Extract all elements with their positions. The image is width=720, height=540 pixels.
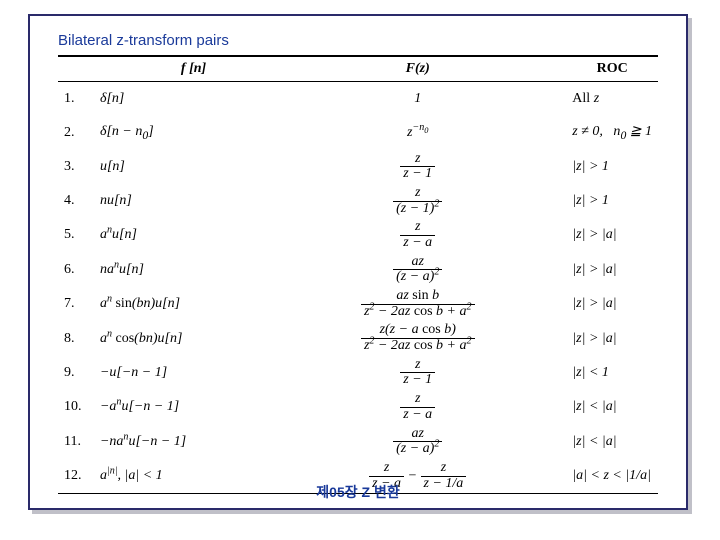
col-roc: ROC (542, 56, 658, 82)
col-Fz: F(z) (293, 56, 542, 82)
row-index: 4. (58, 184, 94, 218)
cell-fn: nu[n] (94, 184, 293, 218)
row-index: 11. (58, 425, 94, 459)
transform-table: f [n] F(z) ROC 1.δ[n]1All z2.δ[n − n0]z−… (58, 55, 658, 494)
table-row: 6.nanu[n]az(z − a)2|z| > |a| (58, 253, 658, 287)
row-index: 3. (58, 150, 94, 184)
cell-fn: u[n] (94, 150, 293, 184)
slide-frame: Bilateral z-transform pairs f [n] F(z) R… (28, 14, 688, 510)
row-index: 6. (58, 253, 94, 287)
cell-roc: |z| > |a| (542, 321, 658, 355)
cell-fn: an cos(bn)u[n] (94, 321, 293, 355)
row-index: 9. (58, 356, 94, 390)
cell-roc: |z| > 1 (542, 150, 658, 184)
cell-roc: |z| > |a| (542, 287, 658, 321)
cell-Fz: az(z − a)2 (293, 253, 542, 287)
slide-title: Bilateral z-transform pairs (58, 32, 658, 49)
cell-Fz: z−n0 (293, 116, 542, 150)
row-index: 8. (58, 321, 94, 355)
cell-fn: nanu[n] (94, 253, 293, 287)
cell-fn: δ[n] (94, 82, 293, 116)
cell-roc: |z| < 1 (542, 356, 658, 390)
cell-Fz: az sin bz2 − 2az cos b + a2 (293, 287, 542, 321)
row-index: 5. (58, 218, 94, 252)
cell-fn: −u[−n − 1] (94, 356, 293, 390)
row-index: 1. (58, 82, 94, 116)
table-row: 9.−u[−n − 1]zz − 1|z| < 1 (58, 356, 658, 390)
row-index: 7. (58, 287, 94, 321)
cell-Fz: z(z − 1)2 (293, 184, 542, 218)
cell-fn: −nanu[−n − 1] (94, 425, 293, 459)
cell-roc: |z| < |a| (542, 390, 658, 424)
cell-roc: |z| > 1 (542, 184, 658, 218)
cell-Fz: 1 (293, 82, 542, 116)
cell-roc: z ≠ 0, n0 ≧ 1 (542, 116, 658, 150)
cell-Fz: zz − 1 (293, 150, 542, 184)
cell-Fz: zz − a (293, 390, 542, 424)
cell-fn: anu[n] (94, 218, 293, 252)
cell-roc: All z (542, 82, 658, 116)
cell-Fz: az(z − a)2 (293, 425, 542, 459)
cell-roc: |z| < |a| (542, 425, 658, 459)
table-row: 2.δ[n − n0]z−n0z ≠ 0, n0 ≧ 1 (58, 116, 658, 150)
table-header-row: f [n] F(z) ROC (58, 56, 658, 82)
cell-fn: −anu[−n − 1] (94, 390, 293, 424)
cell-Fz: zz − a (293, 218, 542, 252)
cell-roc: |z| > |a| (542, 218, 658, 252)
table-row: 1.δ[n]1All z (58, 82, 658, 116)
table-row: 11.−nanu[−n − 1]az(z − a)2|z| < |a| (58, 425, 658, 459)
row-index: 2. (58, 116, 94, 150)
col-fn: f [n] (94, 56, 293, 82)
table-row: 4.nu[n]z(z − 1)2|z| > 1 (58, 184, 658, 218)
table-row: 3.u[n]zz − 1|z| > 1 (58, 150, 658, 184)
table-row: 7.an sin(bn)u[n]az sin bz2 − 2az cos b +… (58, 287, 658, 321)
cell-Fz: z(z − a cos b)z2 − 2az cos b + a2 (293, 321, 542, 355)
table-row: 8.an cos(bn)u[n]z(z − a cos b)z2 − 2az c… (58, 321, 658, 355)
cell-fn: δ[n − n0] (94, 116, 293, 150)
slide-footer: 제05장 Z 변환 (30, 482, 686, 502)
table-row: 5.anu[n]zz − a|z| > |a| (58, 218, 658, 252)
col-blank (58, 56, 94, 82)
cell-roc: |z| > |a| (542, 253, 658, 287)
row-index: 10. (58, 390, 94, 424)
cell-Fz: zz − 1 (293, 356, 542, 390)
table-row: 10.−anu[−n − 1]zz − a|z| < |a| (58, 390, 658, 424)
cell-fn: an sin(bn)u[n] (94, 287, 293, 321)
